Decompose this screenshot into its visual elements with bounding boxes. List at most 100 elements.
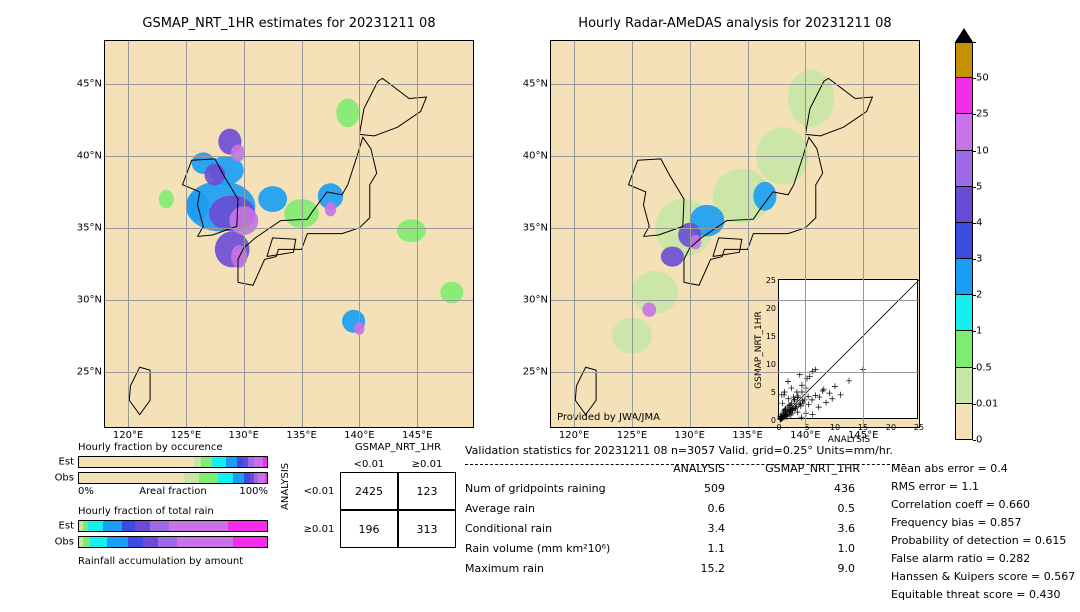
- right-map-plot: Provided by JWA/JMA 00551010151520202525…: [550, 40, 920, 428]
- right-attribution: Provided by JWA/JMA: [557, 412, 660, 423]
- rain-cell: [753, 182, 776, 211]
- svg-text:0: 0: [776, 423, 781, 432]
- svg-text:20: 20: [766, 304, 776, 313]
- stats-metric: Probability of detection = 0.615: [891, 534, 1066, 547]
- fraction-row-label: Obs: [55, 473, 74, 484]
- scatter-point: [799, 389, 805, 395]
- stats-col-head: GSMAP_NRT_1HR: [750, 462, 860, 475]
- colorbar-tick-label: 5: [976, 181, 982, 192]
- lat-tick-label: 25°N: [523, 366, 548, 377]
- scatter-point: [786, 396, 792, 402]
- fraction-bar-obs: [78, 472, 268, 484]
- svg-text:25: 25: [766, 276, 776, 285]
- contingency-cell: 123: [398, 472, 456, 510]
- contingency-cell: 196: [340, 510, 398, 548]
- contingency-row-header: ≥0.01: [300, 510, 338, 548]
- contingency-cell: 313: [398, 510, 456, 548]
- colorbar-segment: [955, 114, 973, 150]
- colorbar-segment: [955, 259, 973, 295]
- rain-cell: [159, 190, 174, 209]
- fraction-segment: [212, 457, 226, 467]
- lon-tick-label: 120°E: [113, 430, 143, 441]
- stats-metric: RMS error = 1.1: [891, 480, 979, 493]
- colorbar-tick-label: 0.5: [976, 362, 992, 373]
- fraction-segment: [143, 537, 159, 547]
- scatter-point: [816, 394, 822, 400]
- scatter-point: [788, 385, 794, 391]
- fraction-segment: [79, 457, 195, 467]
- fraction-row-label: Est: [59, 457, 74, 468]
- fraction-segment: [90, 537, 108, 547]
- colorbar-over-arrow: [955, 28, 973, 42]
- lon-tick-label: 145°E: [402, 430, 432, 441]
- rain-cell: [690, 235, 702, 249]
- lat-tick-label: 40°N: [77, 150, 102, 161]
- stats-metric: Hanssen & Kuipers score = 0.567: [891, 570, 1075, 583]
- fraction-segment: [128, 537, 144, 547]
- scatter-point: [785, 378, 791, 384]
- scatter-point: [782, 389, 788, 395]
- colorbar-tick-label: 1: [976, 326, 982, 337]
- fraction-bar-est: [78, 456, 268, 468]
- svg-text:25: 25: [914, 423, 924, 432]
- colorbar-tick-label: 3: [976, 254, 982, 265]
- contingency-row-title: ANALYSIS: [280, 463, 291, 510]
- rain-cell: [325, 202, 337, 216]
- fraction-segment: [135, 521, 151, 531]
- scatter-point: [812, 392, 818, 398]
- colorbar-segment: [955, 404, 973, 440]
- colorbar-tick-label: 50: [976, 73, 989, 84]
- colorbar-tick-label: 0.01: [976, 398, 998, 409]
- lon-tick-label: 140°E: [790, 430, 820, 441]
- scatter-point: [820, 388, 826, 394]
- colorbar-segment: [955, 368, 973, 404]
- fraction-segment: [233, 537, 268, 547]
- lat-tick-label: 40°N: [523, 150, 548, 161]
- fraction-segment: [79, 473, 185, 483]
- lat-tick-label: 35°N: [77, 222, 102, 233]
- fraction-segment: [267, 537, 268, 547]
- colorbar-segment: [955, 42, 973, 78]
- scatter-point: [821, 386, 827, 392]
- coastline: [575, 367, 596, 414]
- colorbar-tick-label: 4: [976, 217, 982, 228]
- contingency-col-title: GSMAP_NRT_1HR: [340, 442, 456, 453]
- scatter-point: [846, 378, 852, 384]
- lat-tick-label: 30°N: [77, 294, 102, 305]
- colorbar: 00.010.512345102550: [955, 28, 1015, 444]
- frac-occ-panel: EstObs0%100%Areal fraction: [78, 456, 268, 504]
- lat-tick-label: 25°N: [77, 366, 102, 377]
- colorbar-segment: [955, 331, 973, 367]
- scatter-point: [799, 382, 805, 388]
- colorbar-segment: [955, 151, 973, 187]
- fraction-row-label: Obs: [55, 537, 74, 548]
- lon-tick-label: 135°E: [732, 430, 762, 441]
- lat-tick-label: 35°N: [523, 222, 548, 233]
- scatter-point: [838, 392, 844, 398]
- scatter-point: [810, 411, 816, 417]
- fraction-segment: [122, 521, 136, 531]
- frac-occ-title: Hourly fraction by occurence: [78, 442, 222, 453]
- frac-rain-caption: Rainfall accumulation by amount: [78, 556, 243, 567]
- fraction-segment: [267, 473, 268, 483]
- scatter-point: [829, 396, 835, 402]
- rain-cell: [336, 98, 359, 127]
- frac-rain-title: Hourly fraction of total rain: [78, 506, 214, 517]
- fraction-segment: [150, 521, 170, 531]
- contingency-col-header: ≥0.01: [398, 456, 456, 472]
- lat-tick-label: 30°N: [523, 294, 548, 305]
- scatter-ylabel: GSMAP_NRT_1HR: [754, 311, 764, 389]
- fraction-row-label: Est: [59, 521, 74, 532]
- lon-tick-label: 135°E: [286, 430, 316, 441]
- rain-cell: [642, 303, 656, 317]
- left-map-title: GSMAP_NRT_1HR estimates for 20231211 08: [104, 16, 474, 31]
- fraction-segment: [103, 521, 123, 531]
- fraction-segment: [107, 537, 129, 547]
- fraction-segment: [177, 537, 234, 547]
- scatter-point: [795, 393, 801, 399]
- lon-tick-label: 120°E: [559, 430, 589, 441]
- fraction-segment: [267, 521, 268, 531]
- stats-col-head: ANALYSIS: [665, 462, 725, 475]
- stats-metric: Mean abs error = 0.4: [891, 462, 1008, 475]
- fraction-bar-obs: [78, 536, 268, 548]
